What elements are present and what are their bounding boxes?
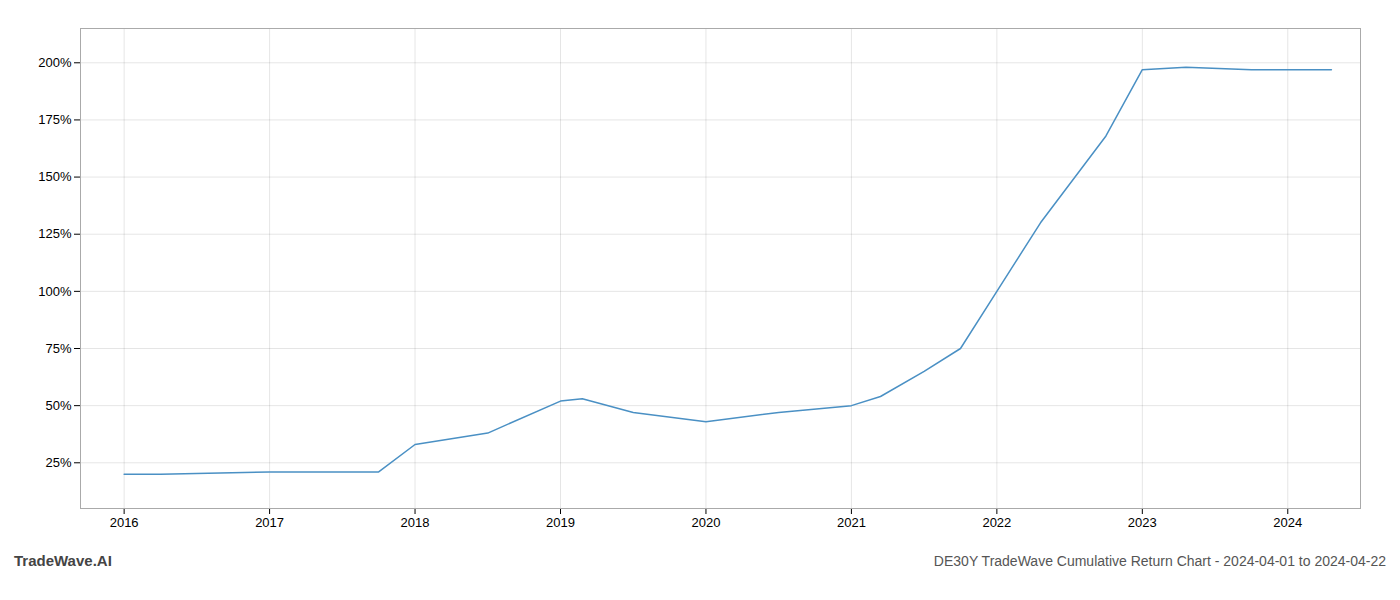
svg-text:150%: 150% [38,169,72,184]
svg-text:2019: 2019 [546,515,575,530]
svg-text:125%: 125% [38,226,72,241]
svg-text:50%: 50% [45,398,71,413]
svg-text:2018: 2018 [401,515,430,530]
svg-text:2017: 2017 [255,515,284,530]
svg-text:25%: 25% [45,455,71,470]
svg-text:200%: 200% [38,55,72,70]
svg-text:2016: 2016 [110,515,139,530]
svg-text:2024: 2024 [1273,515,1302,530]
svg-text:2023: 2023 [1128,515,1157,530]
svg-text:175%: 175% [38,112,72,127]
svg-text:2021: 2021 [837,515,866,530]
svg-text:75%: 75% [45,341,71,356]
svg-text:2020: 2020 [691,515,720,530]
html-text:DE30Y TradeWave Cumulative Ret: DE30Y TradeWave Cumulative Return Chart … [933,553,1386,569]
html-text:TradeWave.AI: TradeWave.AI [14,552,112,569]
svg-text:100%: 100% [38,284,72,299]
svg-text:2022: 2022 [982,515,1011,530]
